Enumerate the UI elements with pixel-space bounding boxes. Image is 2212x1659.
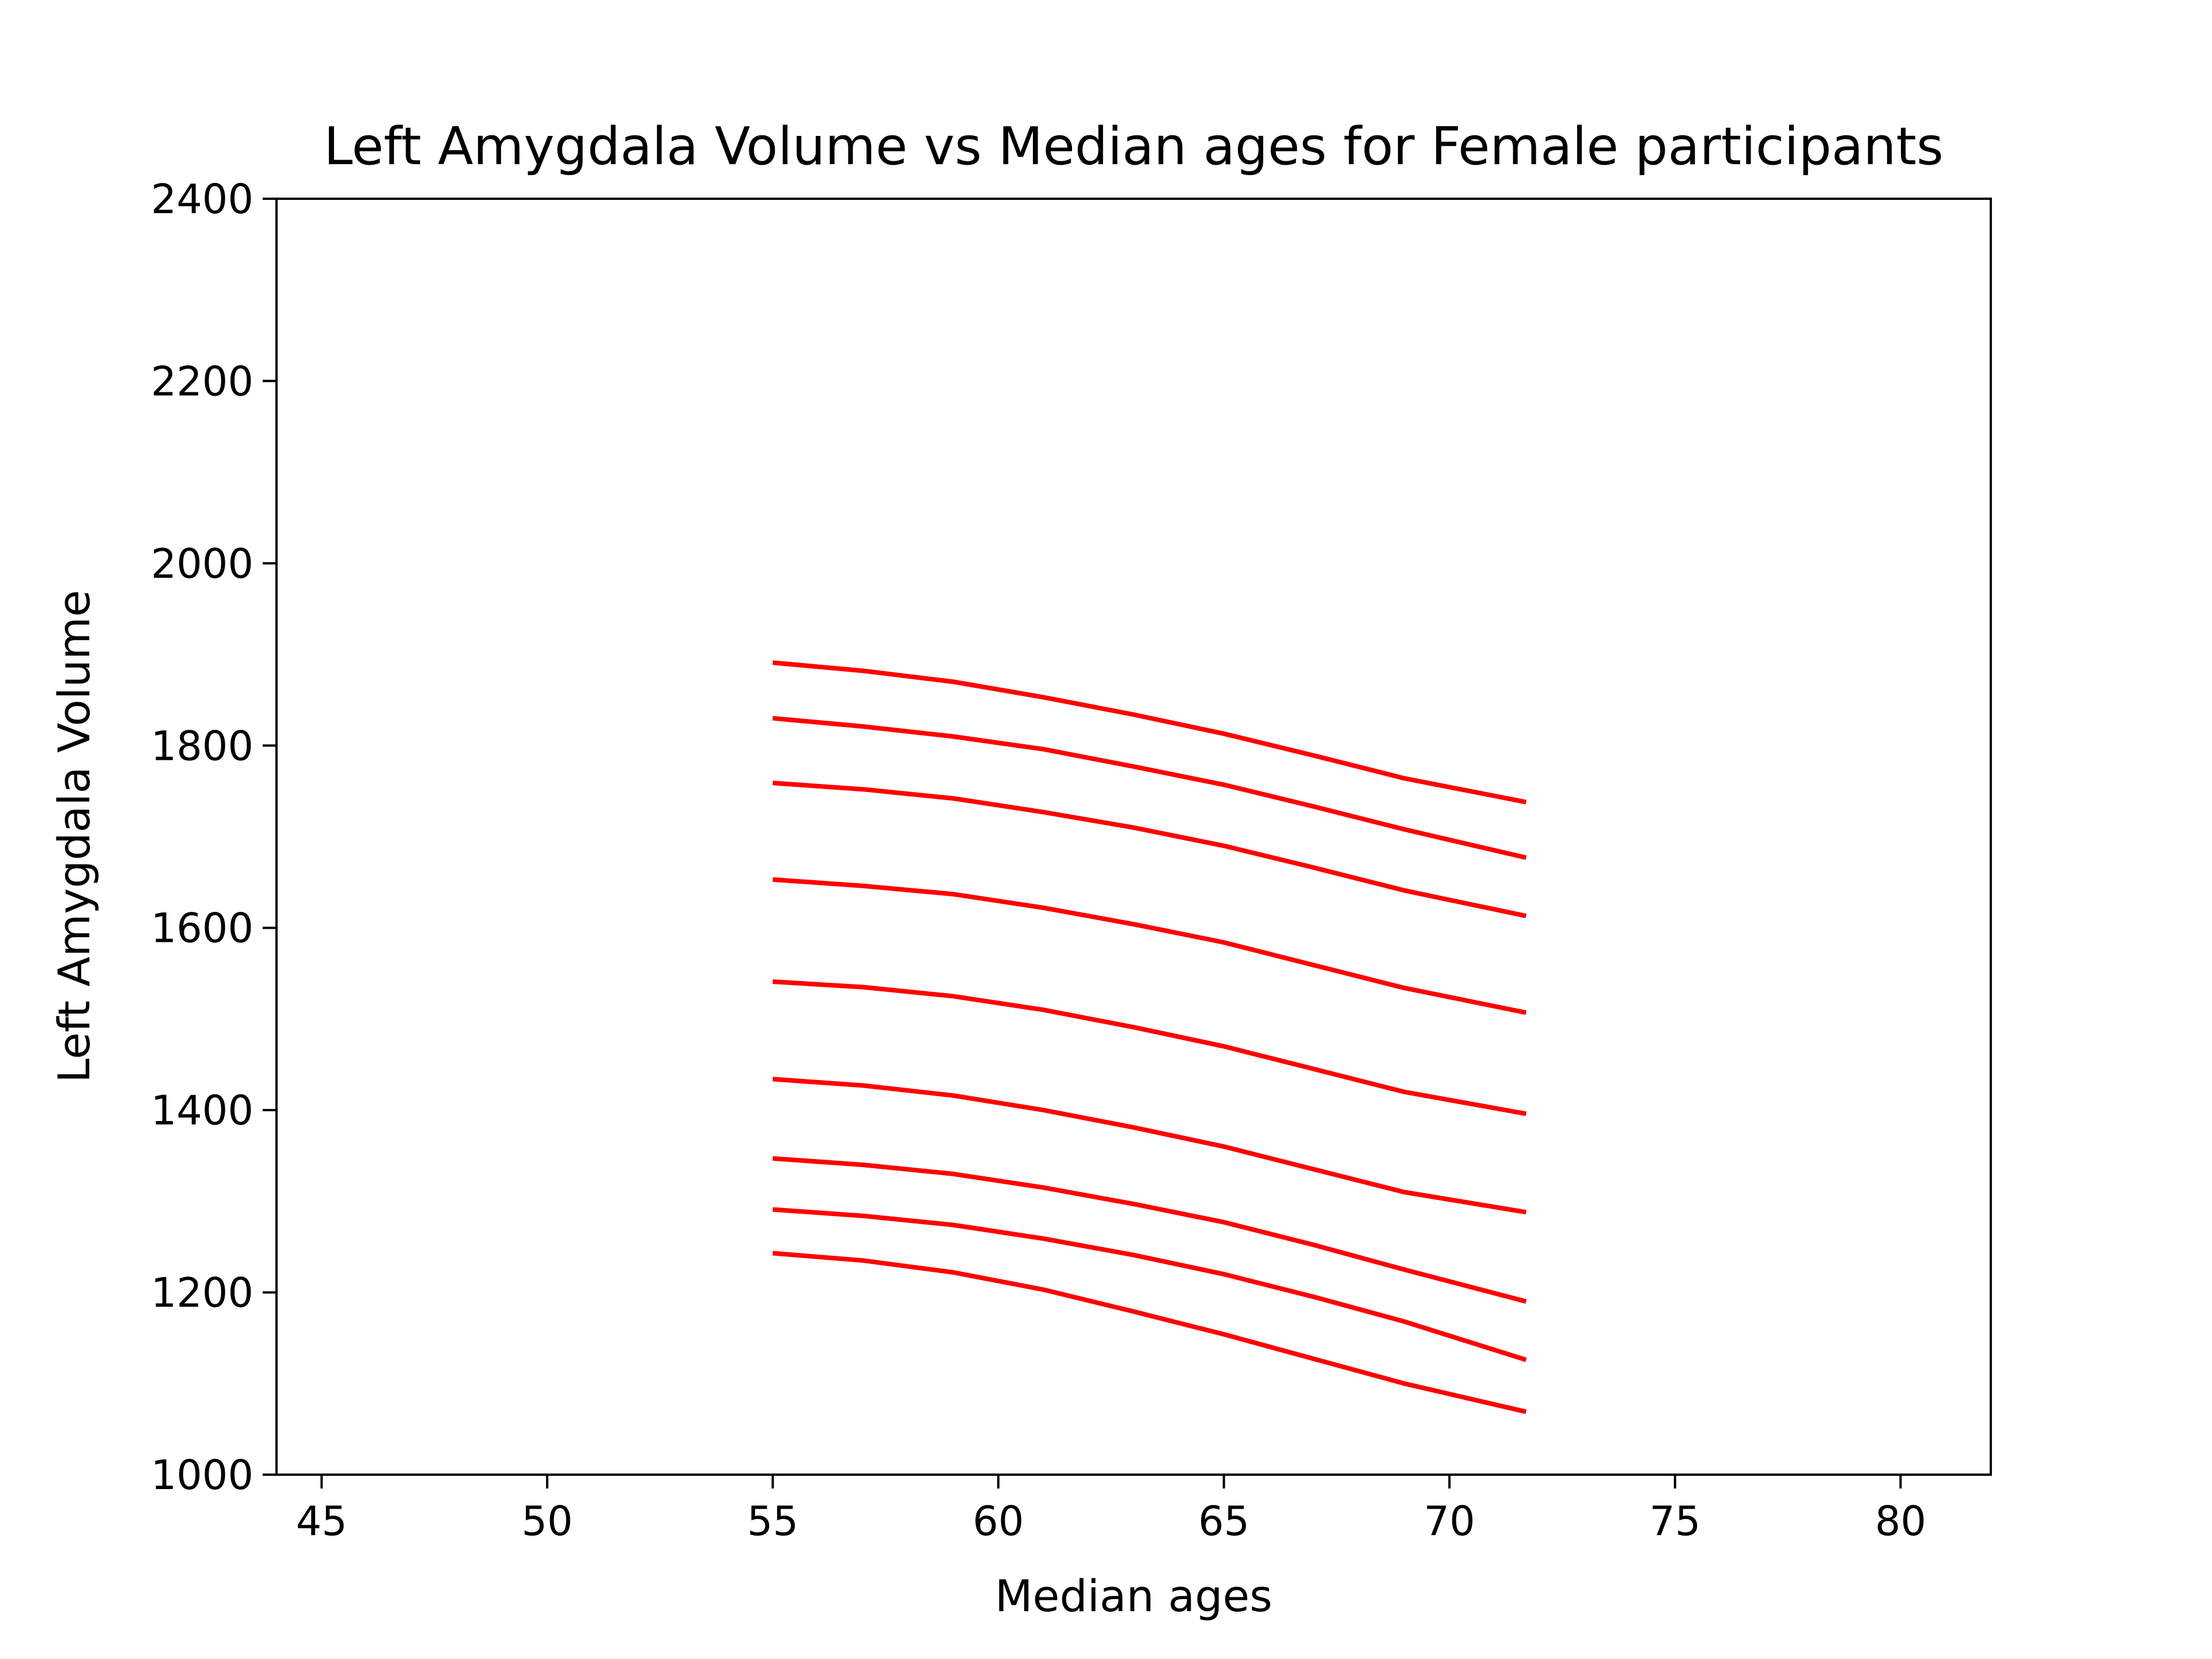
y-tick-label: 1800 [151, 722, 253, 770]
x-tick-label: 75 [1649, 1498, 1700, 1545]
x-tick-label: 45 [296, 1498, 347, 1545]
x-tick-label: 50 [521, 1498, 573, 1545]
y-tick-label: 2400 [151, 176, 253, 223]
x-axis-label: Median ages [995, 1570, 1272, 1622]
x-tick-label: 70 [1424, 1498, 1475, 1545]
plot-area [276, 199, 1991, 1475]
y-tick-label: 1400 [151, 1087, 253, 1134]
line-series-group [772, 660, 1527, 1414]
y-tick-label: 2200 [151, 358, 253, 405]
y-axis-ticks: 1000 1200 1400 1600 1800 2000 2200 2400 [151, 176, 276, 1499]
x-tick-label: 55 [747, 1498, 798, 1545]
series-line-5 [772, 979, 1527, 1116]
series-line-8 [772, 1207, 1527, 1362]
plot-frame [275, 198, 1992, 1476]
x-axis-ticks: 45 50 55 60 65 70 75 80 [296, 1475, 1926, 1545]
series-line-4 [772, 877, 1527, 1015]
y-tick-label: 2000 [151, 540, 253, 588]
series-line-9 [772, 1251, 1527, 1414]
y-tick-label: 1000 [151, 1452, 253, 1499]
y-axis-label: Left Amygdala Volume [48, 590, 100, 1083]
y-tick-label: 1600 [151, 905, 253, 952]
chart-title: Left Amygdala Volume vs Median ages for … [324, 116, 1944, 177]
series-line-6 [772, 1077, 1527, 1215]
x-tick-label: 65 [1198, 1498, 1249, 1545]
series-line-2 [772, 715, 1527, 860]
series-line-7 [772, 1156, 1527, 1304]
y-tick-label: 1200 [151, 1270, 253, 1317]
series-line-3 [772, 781, 1527, 919]
x-tick-label: 60 [973, 1498, 1024, 1545]
series-line-1 [772, 660, 1527, 805]
x-tick-label: 80 [1875, 1498, 1926, 1545]
